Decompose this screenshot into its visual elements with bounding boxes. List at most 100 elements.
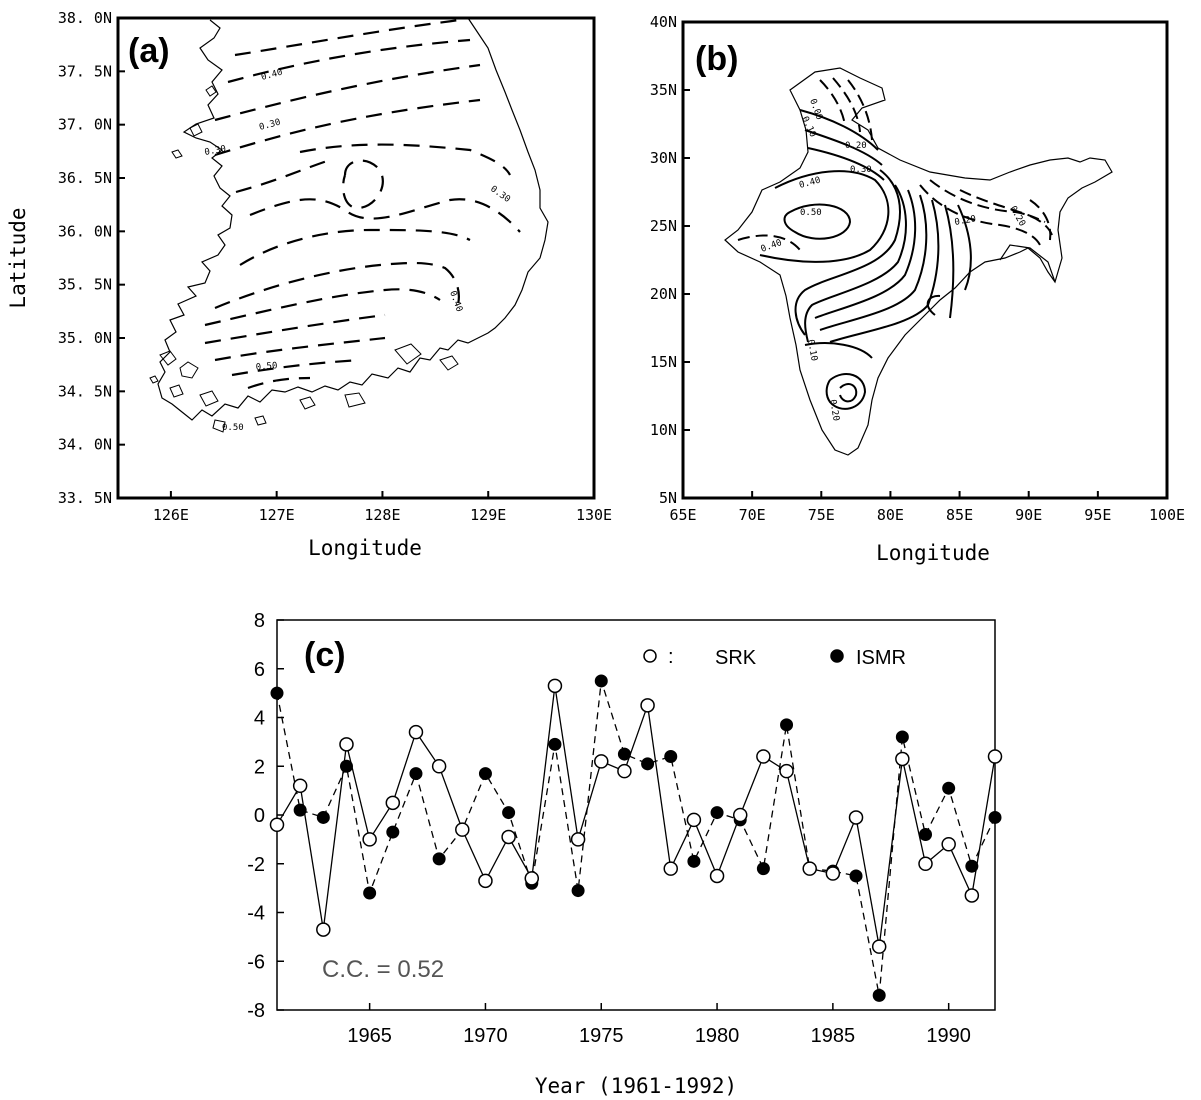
panel-a-y-tick-label: 35. 5N (58, 276, 112, 294)
panel-a-contour-label: 0.50 (255, 361, 277, 373)
ismr-point (965, 859, 979, 873)
panel-a-y-tick-label: 38. 0N (58, 9, 112, 27)
ismr-point (710, 806, 724, 820)
panel-a-contours (204, 18, 521, 390)
panel-a-y-tick-label: 36. 5N (58, 169, 112, 187)
panel-b-contour-label: 0.20 (954, 214, 977, 228)
srk-point (686, 812, 702, 828)
panel-a-y-tick-label: 35. 0N (58, 329, 112, 347)
panel-c-x-axis-label: Year (1961-1992) (535, 1074, 737, 1098)
panel-b-x-tick-label: 100E (1149, 506, 1185, 524)
ismr-point (502, 806, 516, 820)
panel-b-y-tick-label: 10N (650, 421, 677, 439)
panel-a-contour-label: 0.30 (204, 144, 227, 158)
panel-b-contour-label: 0.20 (1007, 205, 1027, 229)
legend-separator: : (668, 646, 674, 668)
panel-a-x-tick-labels: 126E 127E 128E 129E 130E (153, 506, 612, 524)
ismr-point (571, 884, 585, 898)
panel-a-x-tick-label: 127E (259, 506, 295, 524)
srk-point (408, 724, 424, 740)
srk-point (941, 837, 956, 852)
panel-c-x-tick-labels: 1965 1970 1975 1980 1985 1990 (347, 1025, 971, 1047)
ismr-point (895, 730, 909, 744)
srk-point (802, 861, 817, 876)
srk-point (964, 888, 980, 903)
srk-point (455, 822, 470, 837)
panel-b-contour-labels: 0.00 0.10 0.20 0.30 0.40 0.50 0.40 0.10 … (760, 98, 1027, 422)
srk-point (918, 856, 933, 871)
panel-a-x-tick-label: 129E (470, 506, 506, 524)
srk-point (362, 832, 377, 847)
srk-point (617, 763, 632, 779)
ismr-point (478, 767, 492, 781)
correlation-annotation: C.C. = 0.52 (322, 956, 444, 983)
ismr-point (293, 803, 307, 817)
panel-a-contour-label: 0.40 (260, 68, 284, 83)
panel-a-y-tick-label: 34. 5N (58, 382, 112, 400)
panel-c-y-tick-label: -6 (247, 951, 265, 973)
srk-point (663, 861, 678, 876)
ismr-point (849, 869, 863, 883)
panel-a-y-tick-label: 33. 5N (58, 489, 112, 507)
panel-b-y-tick-label: 35N (650, 81, 677, 99)
panel-a-y-tick-label: 36. 0N (58, 222, 112, 240)
panel-a-contour-label: 0.30 (258, 118, 282, 133)
srk-point (501, 829, 516, 845)
srk-point (478, 873, 493, 889)
ismr-point (872, 988, 886, 1002)
srk-point (594, 754, 609, 769)
panel-a-contour-label: 0.30 (488, 184, 512, 205)
panel-b-x-tick-labels: 65E 70E 75E 80E 85E 90E 95E 100E (669, 506, 1185, 524)
panel-b-india-map: (b) (650, 13, 1185, 565)
panel-a-tick-marks (118, 17, 595, 499)
srk-point (269, 817, 285, 832)
panel-b-x-tick-label: 95E (1084, 506, 1111, 524)
panel-b-y-tick-label: 30N (650, 149, 677, 167)
srk-point (570, 832, 586, 847)
panel-a-korea-map: (a) (6, 9, 612, 560)
panel-c-y-tick-label: -8 (247, 1000, 265, 1022)
panel-b-x-tick-label: 85E (946, 506, 973, 524)
panel-a-y-tick-label: 34. 0N (58, 436, 112, 454)
ismr-point (780, 718, 794, 732)
panel-c-y-tick-label: 2 (254, 756, 265, 778)
panel-b-x-tick-label: 65E (669, 506, 696, 524)
srk-point (779, 763, 794, 779)
panel-a-y-axis-label: Latitude (6, 207, 30, 308)
panel-a-y-tick-label: 37. 0N (58, 116, 112, 134)
panel-a-y-tick-labels: 38. 0N 37. 5N 37. 0N 36. 5N 36. 0N 35. 5… (58, 9, 112, 507)
ismr-point (942, 781, 956, 795)
panel-c-y-tick-label: 4 (254, 708, 265, 730)
panel-a-x-tick-label: 128E (364, 506, 400, 524)
panel-b-x-tick-label: 75E (808, 506, 835, 524)
panel-b-y-tick-label: 20N (650, 285, 677, 303)
panel-c-x-tick-label: 1980 (695, 1025, 740, 1047)
panel-c-x-tick-label: 1990 (926, 1025, 971, 1047)
panel-b-y-tick-label: 15N (650, 353, 677, 371)
srk-point (385, 795, 401, 811)
srk-point (640, 698, 655, 713)
panel-c-time-series: (c) 1965 1970 1975 1980 1985 1990 8 6 4 … (247, 610, 1003, 1098)
ismr-point (594, 674, 608, 688)
panel-a-label: (a) (128, 32, 170, 70)
panel-b-contour-label: 0.50 (800, 208, 822, 218)
panel-b-y-tick-label: 40N (650, 13, 677, 31)
panel-a-x-tick-label: 126E (153, 506, 189, 524)
ismr-point (316, 810, 330, 824)
ismr-point (339, 759, 353, 773)
panel-b-x-tick-label: 90E (1015, 506, 1042, 524)
ismr-point (756, 862, 770, 876)
panel-c-label: (c) (304, 636, 346, 674)
panel-a-y-tick-label: 37. 5N (58, 62, 112, 80)
panel-a-frame (116, 16, 596, 500)
panel-c-x-tick-label: 1975 (579, 1025, 624, 1047)
ismr-series-line (276, 680, 996, 996)
panel-b-contour-label: 0.20 (845, 141, 867, 151)
panel-c-tick-marks (277, 619, 950, 1011)
srk-point (732, 807, 748, 823)
srk-point (895, 751, 910, 767)
panel-b-contours (737, 77, 1053, 410)
panel-b-tick-marks (682, 21, 1168, 499)
srk-point (547, 678, 563, 694)
